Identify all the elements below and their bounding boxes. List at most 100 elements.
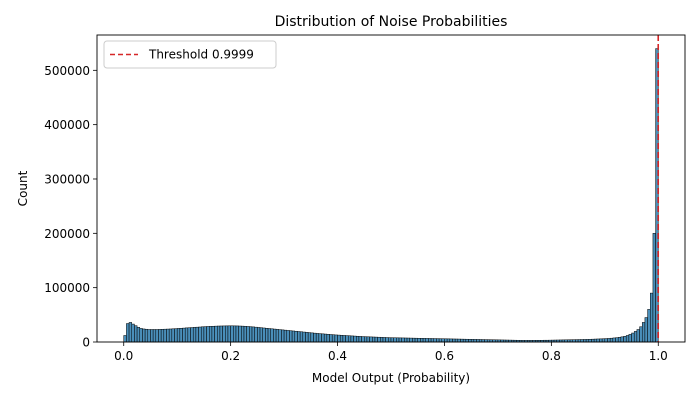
histogram-bar	[259, 327, 263, 343]
histogram-bar	[200, 326, 205, 343]
histogram-bar	[414, 337, 418, 343]
histogram-bar	[326, 334, 330, 343]
histogram-bar	[390, 337, 394, 343]
histogram-bar	[633, 331, 638, 343]
histogram-bar	[281, 329, 285, 343]
histogram-bar	[329, 334, 333, 343]
histogram-bar	[174, 328, 178, 343]
histogram-bar	[639, 326, 643, 343]
histogram-bar	[163, 328, 167, 343]
x-axis-title: Model Output (Probability)	[312, 371, 470, 385]
histogram-bar	[433, 338, 437, 343]
y-tick-label: 0	[82, 336, 90, 350]
histogram-bar	[361, 336, 365, 343]
histogram-bar	[257, 327, 261, 343]
histogram-bar	[430, 338, 435, 343]
histogram-bar	[321, 333, 325, 343]
histogram-bar	[318, 333, 322, 343]
histogram-bar	[230, 325, 234, 343]
histogram-bar	[374, 336, 378, 343]
y-axis: 0 100000 200000 300000 400000 500000	[44, 64, 97, 350]
histogram-bar	[283, 329, 288, 343]
histogram-bar	[444, 338, 448, 343]
histogram-bar	[126, 323, 130, 343]
histogram-bar	[417, 338, 421, 343]
x-tick-label: 0.0	[114, 349, 133, 363]
histogram-bar	[393, 337, 397, 343]
histogram-bar	[131, 323, 135, 343]
histogram-bar	[225, 325, 229, 343]
histogram-bar	[168, 328, 173, 343]
histogram-bar	[422, 338, 426, 343]
histogram-bar	[652, 233, 656, 343]
histogram-bar	[152, 329, 157, 343]
x-tick-label: 0.2	[221, 349, 240, 363]
histogram-bar	[166, 328, 170, 343]
histogram-bar	[307, 332, 312, 343]
histogram-bar	[452, 338, 456, 343]
histogram-bars	[123, 48, 659, 343]
histogram-bar	[198, 326, 202, 343]
histogram-bar	[142, 328, 146, 343]
histogram-bar	[323, 333, 328, 343]
histogram-bar	[192, 327, 197, 343]
histogram-bar	[623, 336, 627, 343]
histogram-bar	[382, 337, 386, 343]
histogram-bar	[641, 322, 646, 343]
histogram-bar	[342, 335, 346, 343]
histogram-bar	[262, 327, 266, 343]
histogram-bar	[406, 337, 410, 343]
histogram-bar	[187, 327, 191, 343]
histogram-bar	[267, 328, 271, 343]
histogram-bar	[636, 329, 640, 343]
histogram-bar	[206, 326, 210, 343]
x-axis: 0.0 0.2 0.4 0.6 0.8 1.0	[114, 342, 668, 363]
histogram-bar	[227, 325, 231, 343]
histogram-bar	[291, 330, 296, 343]
histogram-bar	[222, 325, 226, 343]
y-tick-label: 300000	[44, 172, 90, 186]
x-tick-label: 0.4	[328, 349, 347, 363]
histogram-bar	[388, 337, 392, 343]
histogram-bar	[297, 331, 301, 343]
histogram-bar	[211, 325, 215, 343]
histogram-bar	[449, 338, 453, 343]
histogram-bar	[441, 338, 445, 343]
histogram-bar	[331, 334, 336, 343]
histogram-bar	[134, 325, 138, 343]
histogram-bar	[650, 292, 654, 343]
histogram-bar	[398, 337, 402, 343]
histogram-bar	[337, 334, 341, 343]
histogram-bar	[233, 325, 237, 343]
histogram-bar	[278, 329, 282, 343]
histogram-bar	[372, 336, 376, 343]
x-tick-label: 0.6	[435, 349, 454, 363]
legend-box	[103, 40, 277, 69]
histogram-bar	[209, 326, 213, 343]
histogram-bar	[604, 338, 608, 343]
histogram-bar	[356, 335, 360, 343]
histogram-bar	[171, 328, 175, 343]
histogram-bar	[334, 334, 338, 343]
plot-frame	[96, 34, 686, 343]
histogram-bar	[420, 338, 424, 343]
histogram-bar	[625, 335, 630, 343]
histogram-bar	[350, 335, 354, 343]
histogram-bar	[251, 326, 255, 343]
histogram-bar	[313, 332, 317, 343]
histogram-bar	[214, 325, 218, 343]
histogram-bar	[628, 334, 632, 343]
histogram-bar	[345, 335, 349, 343]
y-tick-label: 400000	[44, 118, 90, 132]
histogram-bar	[620, 336, 624, 343]
x-tick-label: 0.8	[542, 349, 561, 363]
histogram-bar	[176, 328, 181, 343]
histogram-bar	[409, 337, 413, 343]
histogram-bar	[612, 337, 616, 343]
histogram-bar	[217, 325, 221, 343]
histogram-bar	[219, 325, 223, 343]
histogram-bar	[305, 332, 309, 343]
histogram-bar	[289, 330, 293, 343]
histogram-bar	[396, 337, 400, 343]
histogram-bar	[385, 337, 389, 343]
